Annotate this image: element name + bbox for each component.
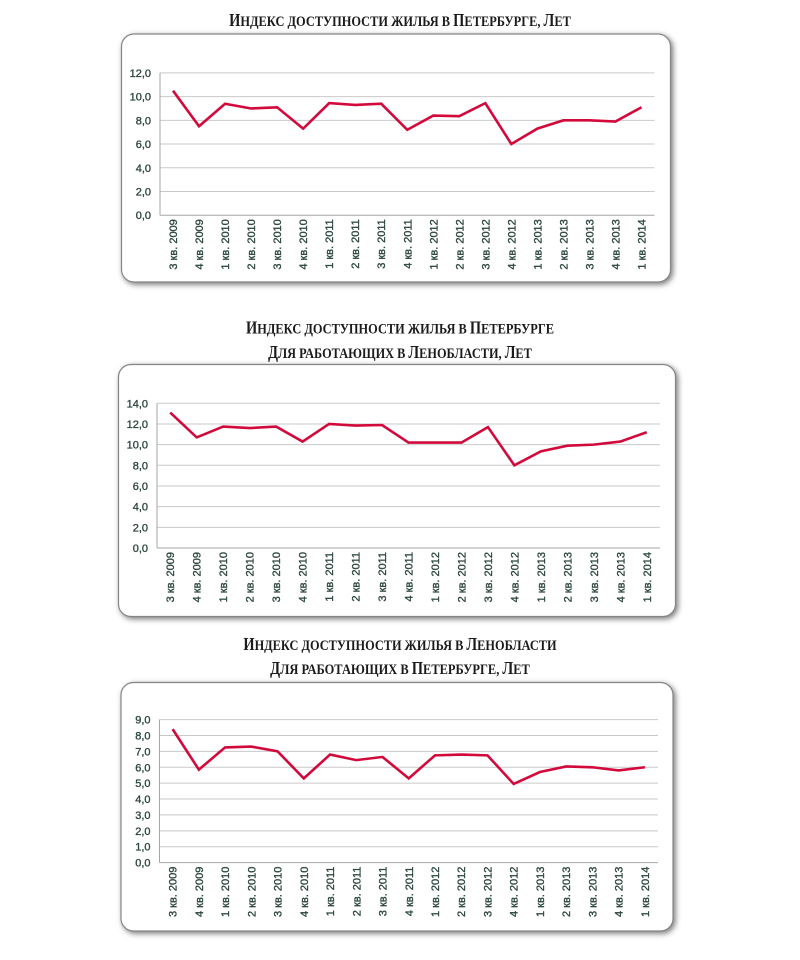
svg-text:1 кв. 2014: 1 кв. 2014 [636,219,648,269]
svg-text:6,0: 6,0 [133,481,148,493]
svg-text:10,0: 10,0 [130,92,151,104]
svg-text:3 кв. 2013: 3 кв. 2013 [584,219,596,269]
svg-text:8,0: 8,0 [136,115,151,127]
svg-text:3 кв. 2011: 3 кв. 2011 [376,219,388,269]
svg-text:12,0: 12,0 [130,68,151,80]
svg-text:3 кв. 2013: 3 кв. 2013 [589,552,601,602]
svg-text:2 кв. 2011: 2 кв. 2011 [351,552,363,602]
svg-text:3 кв. 2012: 3 кв. 2012 [480,219,492,269]
svg-text:1 кв. 2011: 1 кв. 2011 [324,219,336,269]
svg-text:4 кв. 2010: 4 кв. 2010 [299,867,311,917]
svg-text:7,0: 7,0 [135,746,150,758]
svg-text:4 кв. 2011: 4 кв. 2011 [404,552,416,602]
svg-text:4 кв. 2012: 4 кв. 2012 [506,219,518,269]
svg-text:1 кв. 2013: 1 кв. 2013 [535,867,547,917]
svg-text:3 кв. 2009: 3 кв. 2009 [168,219,180,269]
svg-text:3 кв. 2012: 3 кв. 2012 [482,867,494,917]
svg-text:4 кв. 2013: 4 кв. 2013 [614,867,626,917]
svg-text:4 кв. 2013: 4 кв. 2013 [610,219,622,269]
svg-text:1 кв. 2014: 1 кв. 2014 [640,867,652,917]
svg-text:8,0: 8,0 [133,460,148,472]
svg-text:2 кв. 2013: 2 кв. 2013 [558,219,570,269]
svg-text:3 кв. 2010: 3 кв. 2010 [271,552,283,602]
svg-text:6,0: 6,0 [136,139,151,151]
svg-text:2 кв. 2010: 2 кв. 2010 [246,867,258,917]
svg-text:1 кв. 2013: 1 кв. 2013 [536,552,548,602]
svg-text:2,0: 2,0 [135,826,150,838]
svg-text:ИНДЕКС ДОСТУПНОСТИ ЖИЛЬЯ В ПЕТ: ИНДЕКС ДОСТУПНОСТИ ЖИЛЬЯ В ПЕТЕРБУРГЕ [246,319,554,338]
svg-text:1,0: 1,0 [135,842,150,854]
svg-text:4,0: 4,0 [136,163,151,175]
svg-text:9,0: 9,0 [135,715,150,727]
svg-text:1 кв. 2011: 1 кв. 2011 [325,867,337,917]
svg-text:2 кв. 2012: 2 кв. 2012 [456,552,468,602]
svg-text:4,0: 4,0 [133,502,148,514]
svg-text:4 кв. 2009: 4 кв. 2009 [194,219,206,269]
svg-text:3 кв. 2011: 3 кв. 2011 [378,867,390,917]
svg-text:3 кв. 2013: 3 кв. 2013 [587,867,599,917]
svg-text:3 кв. 2009: 3 кв. 2009 [168,867,180,917]
svg-text:4 кв. 2012: 4 кв. 2012 [509,867,521,917]
svg-text:4 кв. 2009: 4 кв. 2009 [192,552,204,602]
svg-text:2 кв. 2013: 2 кв. 2013 [561,867,573,917]
svg-text:1 кв. 2014: 1 кв. 2014 [642,552,654,602]
svg-text:6,0: 6,0 [135,762,150,774]
svg-text:2 кв. 2012: 2 кв. 2012 [456,867,468,917]
svg-text:2 кв. 2011: 2 кв. 2011 [350,219,362,269]
svg-text:1 кв. 2011: 1 кв. 2011 [324,552,336,602]
svg-text:3 кв. 2010: 3 кв. 2010 [272,219,284,269]
svg-text:4 кв. 2011: 4 кв. 2011 [402,219,414,269]
svg-text:1 кв. 2010: 1 кв. 2010 [220,219,232,269]
svg-text:ДЛЯ РАБОТАЮЩИХ В ПЕТЕРБУРГЕ, Л: ДЛЯ РАБОТАЮЩИХ В ПЕТЕРБУРГЕ, ЛЕТ [270,660,530,679]
svg-text:1 кв. 2013: 1 кв. 2013 [532,219,544,269]
svg-text:4 кв. 2010: 4 кв. 2010 [298,219,310,269]
svg-text:2 кв. 2010: 2 кв. 2010 [246,219,258,269]
svg-text:0,0: 0,0 [136,210,151,222]
svg-text:0,0: 0,0 [133,543,148,555]
svg-text:4 кв. 2012: 4 кв. 2012 [509,552,521,602]
svg-text:10,0: 10,0 [127,440,148,452]
svg-text:3 кв. 2011: 3 кв. 2011 [377,552,389,602]
svg-text:2 кв. 2012: 2 кв. 2012 [454,219,466,269]
svg-text:5,0: 5,0 [135,778,150,790]
svg-text:3,0: 3,0 [135,810,150,822]
svg-text:12,0: 12,0 [127,419,148,431]
svg-text:ИНДЕКС ДОСТУПНОСТИ ЖИЛЬЯ В ПЕТ: ИНДЕКС ДОСТУПНОСТИ ЖИЛЬЯ В ПЕТЕРБУРГЕ, Л… [229,12,571,31]
svg-text:4,0: 4,0 [135,794,150,806]
svg-text:0,0: 0,0 [135,858,150,870]
svg-text:1 кв. 2012: 1 кв. 2012 [428,219,440,269]
svg-text:1 кв. 2012: 1 кв. 2012 [430,867,442,917]
svg-text:1 кв. 2010: 1 кв. 2010 [218,552,230,602]
svg-text:2 кв. 2013: 2 кв. 2013 [562,552,574,602]
svg-text:2 кв. 2011: 2 кв. 2011 [351,867,363,917]
svg-text:14,0: 14,0 [127,398,148,410]
svg-text:3 кв. 2010: 3 кв. 2010 [273,867,285,917]
svg-text:2,0: 2,0 [136,186,151,198]
svg-text:4 кв. 2011: 4 кв. 2011 [404,867,416,917]
svg-text:3 кв. 2012: 3 кв. 2012 [483,552,495,602]
svg-text:ДЛЯ РАБОТАЮЩИХ В ЛЕНОБЛАСТИ, Л: ДЛЯ РАБОТАЮЩИХ В ЛЕНОБЛАСТИ, ЛЕТ [268,344,532,363]
svg-text:2,0: 2,0 [133,522,148,534]
svg-text:3 кв. 2009: 3 кв. 2009 [165,552,177,602]
svg-text:ИНДЕКС ДОСТУПНОСТИ ЖИЛЬЯ В ЛЕН: ИНДЕКС ДОСТУПНОСТИ ЖИЛЬЯ В ЛЕНОБЛАСТИ [243,636,557,655]
svg-text:1 кв. 2010: 1 кв. 2010 [220,867,232,917]
svg-text:8,0: 8,0 [135,730,150,742]
svg-text:4 кв. 2010: 4 кв. 2010 [298,552,310,602]
svg-text:2 кв. 2010: 2 кв. 2010 [245,552,257,602]
svg-text:4 кв. 2009: 4 кв. 2009 [194,867,206,917]
svg-text:4 кв. 2013: 4 кв. 2013 [615,552,627,602]
svg-text:1 кв. 2012: 1 кв. 2012 [430,552,442,602]
